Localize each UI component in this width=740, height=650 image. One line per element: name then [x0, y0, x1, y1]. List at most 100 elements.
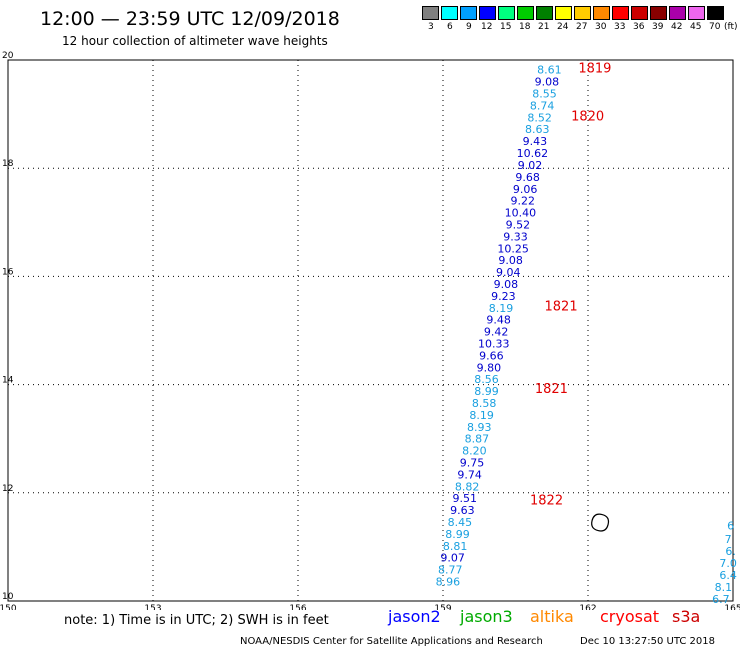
chart-area: 150 153 156 159 162 1651012141618208.619.088.…	[0, 51, 740, 610]
wave-height-value: 8.58	[472, 397, 497, 410]
wave-height-value: 8.55	[532, 88, 557, 101]
wave-height-value: 8.45	[448, 516, 473, 529]
colorbar-label: 9	[466, 22, 472, 32]
colorbar-label: 15	[500, 22, 512, 32]
wave-height-value: 9.48	[486, 314, 511, 327]
wave-height-value: 8.99	[474, 385, 499, 398]
y-tick-label: 14	[2, 376, 14, 386]
time-label: 1822	[530, 493, 563, 508]
wave-height-value: 8.87	[465, 433, 490, 446]
time-label: 1820	[571, 109, 604, 124]
wave-height-value: 9.06	[513, 183, 538, 196]
wave-height-value: 8.74	[530, 99, 555, 112]
x-tick-label: 162	[579, 604, 596, 610]
sat-jason2-label: jason2	[388, 607, 441, 626]
wave-height-value: 10.40	[505, 207, 537, 220]
wave-height-value: 9.80	[477, 361, 502, 374]
wave-height-value: 8.19	[469, 409, 494, 422]
x-tick-label: 150	[0, 604, 17, 610]
colorbar-label: 45	[690, 22, 702, 32]
wave-height-value: 9.75	[460, 457, 485, 470]
colorbar-label: 39	[652, 22, 664, 32]
colorbar-swatch	[498, 6, 515, 20]
colorbar-swatch	[707, 6, 724, 20]
wave-height-value: 8.99	[445, 528, 470, 541]
wave-height-value: 9.22	[511, 195, 536, 208]
colorbar-label: 42	[671, 22, 683, 32]
colorbar-label: 24	[557, 22, 569, 32]
colorbar-swatch	[460, 6, 477, 20]
time-label: 1821	[535, 382, 568, 397]
wave-height-value: 9.07	[440, 552, 465, 565]
y-tick-label: 10	[2, 592, 14, 602]
colorbar-swatch	[593, 6, 610, 20]
colorbar-label: 6	[447, 22, 453, 32]
colorbar-unit: (ft)	[724, 22, 738, 32]
colorbar-label: 12	[481, 22, 493, 32]
x-tick-label: 156	[289, 604, 306, 610]
wave-height-value: 9.08	[498, 254, 523, 267]
x-tick-label: 165	[724, 604, 740, 610]
wave-height-value: 8.52	[527, 111, 552, 124]
page-title: 12:00 — 23:59 UTC 12/09/2018	[40, 8, 340, 30]
colorbar-label: 70	[709, 22, 721, 32]
wave-height-value: 6	[727, 519, 734, 532]
island-outline	[591, 513, 610, 532]
colorbar-label: 27	[576, 22, 588, 32]
y-tick-label: 20	[2, 51, 14, 61]
colorbar-swatch	[517, 6, 534, 20]
wave-height-value: 6.4	[719, 569, 737, 582]
colorbar-label: 33	[614, 22, 626, 32]
colorbar-label: 30	[595, 22, 607, 32]
sat-jason3-label: jason3	[460, 607, 513, 626]
wave-height-value: 9.08	[494, 278, 519, 291]
time-label: 1819	[578, 62, 611, 77]
colorbar-swatch	[536, 6, 553, 20]
wave-height-value: 9.51	[453, 492, 478, 505]
wave-height-value: 8.61	[537, 64, 562, 77]
colorbar-swatch	[650, 6, 667, 20]
wave-height-value: 9.63	[450, 504, 475, 517]
wave-height-value: 8.77	[438, 564, 463, 577]
wave-height-value: 8.81	[443, 540, 468, 553]
colorbar-swatch	[555, 6, 572, 20]
y-tick-label: 18	[2, 159, 14, 169]
wave-height-value: 6.	[725, 545, 736, 558]
wave-height-value: 8.20	[462, 445, 487, 458]
wave-height-value: 9.43	[523, 135, 548, 148]
sat-altika-label: altika	[530, 607, 574, 626]
colorbar-swatch	[479, 6, 496, 20]
wave-height-value: 10.33	[478, 337, 510, 350]
colorbar-label: 36	[633, 22, 645, 32]
colorbar-swatch	[612, 6, 629, 20]
colorbar-swatch	[669, 6, 686, 20]
colorbar-swatch	[688, 6, 705, 20]
wave-height-value: 9.33	[503, 230, 528, 243]
wave-height-value: 9.66	[479, 349, 504, 362]
wave-height-value: 9.74	[457, 468, 482, 481]
colorbar-swatch	[574, 6, 591, 20]
wave-height-value: 8.1	[715, 581, 733, 594]
wave-height-value: 7	[725, 533, 732, 546]
x-tick-label: 159	[434, 604, 451, 610]
note-text: note: 1) Time is in UTC; 2) SWH is in fe…	[64, 613, 329, 628]
wave-height-value: 7.0	[719, 557, 737, 570]
wave-height-value: 9.02	[518, 159, 543, 172]
y-tick-label: 16	[2, 267, 14, 277]
colorbar-swatch	[441, 6, 458, 20]
sat-s3a-label: s3a	[672, 607, 701, 626]
plot-frame	[7, 59, 734, 602]
colorbar-swatch	[422, 6, 439, 20]
wave-height-value: 8.93	[467, 421, 492, 434]
wave-height-value: 9.52	[506, 218, 531, 231]
wave-height-value: 8.82	[455, 480, 480, 493]
y-tick-label: 12	[2, 484, 13, 494]
sat-cryosat-label: cryosat	[600, 607, 660, 626]
generated-time: Dec 10 13:27:50 UTC 2018	[580, 636, 715, 647]
credit-text: NOAA/NESDIS Center for Satellite Applica…	[240, 636, 543, 647]
wave-height-value: 9.68	[515, 171, 540, 184]
wave-height-value: 8.96	[436, 576, 461, 589]
wave-height-value: 10.25	[497, 242, 529, 255]
colorbar-swatch	[631, 6, 648, 20]
wave-height-value: 8.56	[474, 373, 499, 386]
